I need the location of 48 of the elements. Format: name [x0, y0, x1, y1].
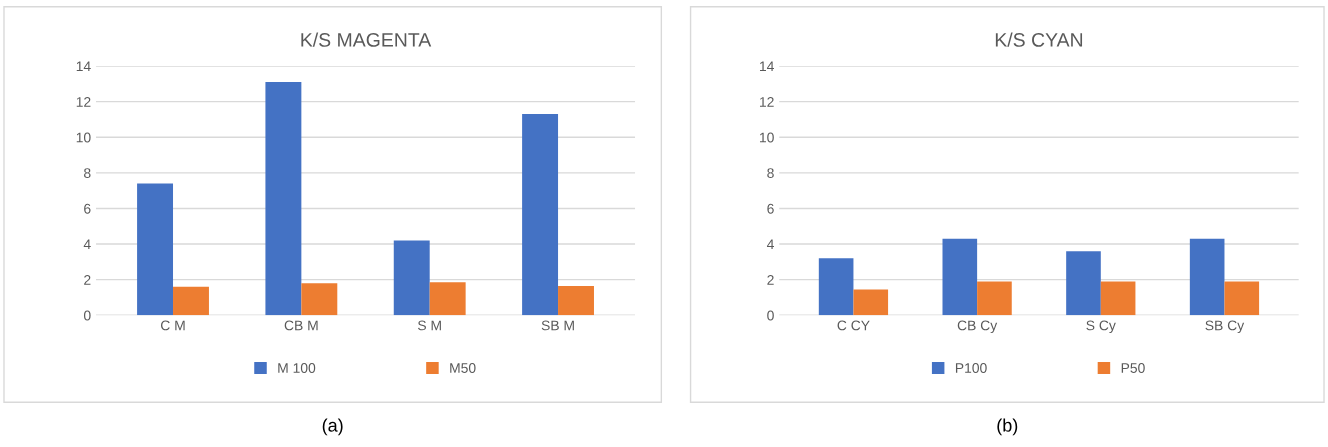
- y-tick-label: 0: [83, 310, 91, 321]
- bar: [265, 82, 302, 316]
- text: (a): [322, 418, 343, 436]
- y-tick-label: 2: [767, 275, 774, 285]
- legend-label: P100: [955, 363, 987, 373]
- legend-label: M 100: [278, 363, 316, 373]
- bar: [558, 285, 594, 316]
- y-tick-label: 8: [84, 168, 91, 179]
- bar: [818, 258, 854, 316]
- bar: [1189, 238, 1225, 316]
- chart-title: K/S MAGENTA: [301, 32, 432, 47]
- bar: [1224, 281, 1260, 316]
- y-tick-label: 4: [83, 239, 91, 250]
- text: (b): [997, 418, 1018, 436]
- x-tick-label: CB Cy: [957, 320, 998, 334]
- bar: [1100, 281, 1136, 316]
- bar: [1066, 251, 1101, 316]
- y-tick-label: 2: [84, 275, 91, 285]
- bar: [977, 281, 1012, 316]
- y-tick-label: 0: [767, 310, 774, 321]
- y-tick-label: 4: [766, 239, 774, 250]
- bar: [393, 240, 430, 316]
- bar: [853, 289, 889, 316]
- y-tick-label: 14: [759, 61, 774, 72]
- x-tick-label: C M: [161, 320, 185, 331]
- y-tick-label: 12: [759, 96, 774, 107]
- x-tick-label: SB M: [541, 320, 574, 331]
- y-tick-label: 10: [759, 132, 774, 143]
- legend-label: P50: [1121, 363, 1145, 373]
- bar: [942, 238, 978, 316]
- bar: [137, 183, 174, 316]
- bar: [173, 286, 209, 316]
- x-tick-label: S Cy: [1086, 320, 1116, 334]
- y-tick-label: 8: [767, 168, 774, 179]
- bar: [301, 283, 338, 316]
- x-tick-label: SB Cy: [1205, 320, 1245, 334]
- y-tick-label: 12: [76, 96, 91, 107]
- y-tick-label: 6: [84, 203, 91, 214]
- y-tick-label: 14: [76, 61, 91, 72]
- y-tick-label: 6: [767, 203, 774, 214]
- x-tick-label: CB M: [284, 320, 318, 331]
- x-tick-label: S M: [417, 320, 441, 331]
- legend-label: M50: [450, 363, 476, 373]
- bar: [522, 114, 559, 316]
- chart-title: K/S CYAN: [995, 32, 1083, 47]
- x-tick-label: C CY: [837, 320, 870, 331]
- y-tick-label: 10: [76, 132, 91, 143]
- bar: [429, 282, 466, 316]
